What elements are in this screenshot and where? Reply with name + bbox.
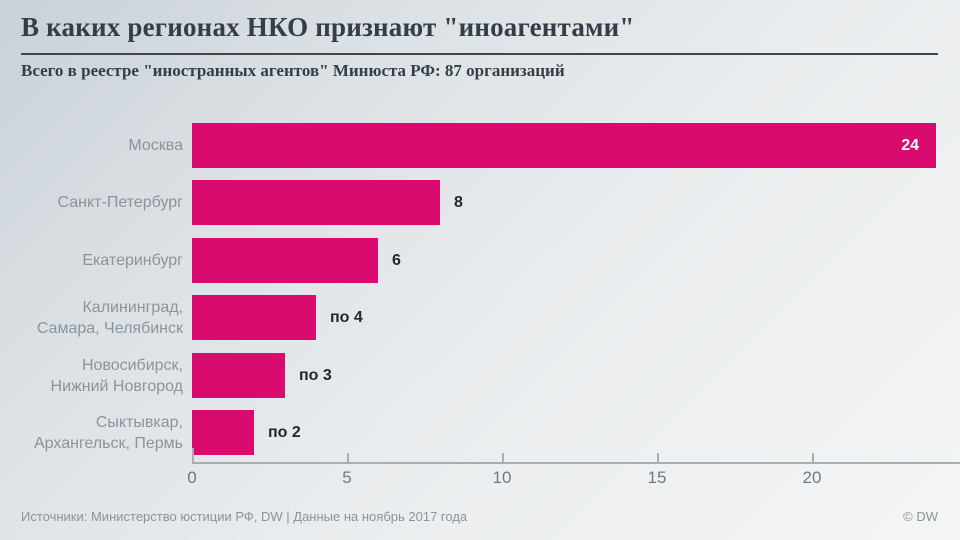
bar-row: Сыктывкар, Архангельск, Пермь по 2 [0, 410, 960, 455]
axis-tick-label: 20 [802, 468, 822, 487]
category-label: Калининград, Самара, Челябинск [36, 298, 183, 337]
value-label: по 4 [330, 308, 363, 326]
source-note: Источники: Министерство юстиции РФ, DW |… [21, 508, 468, 524]
bar [192, 123, 936, 168]
footer: Источники: Министерство юстиции РФ, DW |… [21, 506, 938, 526]
axis-tick [502, 453, 504, 462]
title-divider [21, 53, 938, 55]
copyright: © DW [903, 508, 938, 524]
category-label: Москва [128, 137, 183, 154]
value-label: 8 [454, 193, 463, 211]
page-title: В каких регионах НКО признают "иноагента… [21, 12, 635, 42]
bar-row: Новосибирск, Нижний Новгород по 3 [0, 353, 960, 398]
bar [192, 238, 378, 283]
axis-tick [812, 453, 814, 462]
axis-tick [347, 453, 349, 462]
x-axis-line [192, 462, 960, 464]
axis-tick-label: 15 [647, 468, 667, 487]
axis-tick [192, 448, 194, 462]
bar-row: Калининград, Самара, Челябинск по 4 [0, 295, 960, 340]
category-label: Новосибирск, Нижний Новгород [50, 356, 183, 395]
value-label: по 3 [299, 366, 332, 384]
bar [192, 353, 285, 398]
axis-tick [657, 453, 659, 462]
bar-row: Москва 24 [0, 123, 960, 168]
bar [192, 295, 316, 340]
bar-chart: Москва 24 Санкт-Петербург 8 Екатеринбург 6 Кал… [0, 100, 960, 500]
value-label: по 2 [268, 423, 301, 441]
axis-tick-label: 10 [492, 468, 512, 487]
value-label: 24 [901, 136, 919, 154]
bar [192, 410, 254, 455]
axis-tick-label: 0 [187, 468, 197, 487]
category-label: Екатеринбург [82, 252, 183, 269]
axis-tick-label: 5 [342, 468, 352, 487]
bar [192, 180, 440, 225]
category-label: Сыктывкар, Архангельск, Пермь [34, 413, 183, 452]
bar-row: Екатеринбург 6 [0, 238, 960, 283]
value-label: 6 [392, 251, 401, 269]
chart-subtitle: Всего в реестре "иностранных агентов" Ми… [21, 61, 565, 80]
bar-row: Санкт-Петербург 8 [0, 180, 960, 225]
category-label: Санкт-Петербург [57, 194, 183, 211]
